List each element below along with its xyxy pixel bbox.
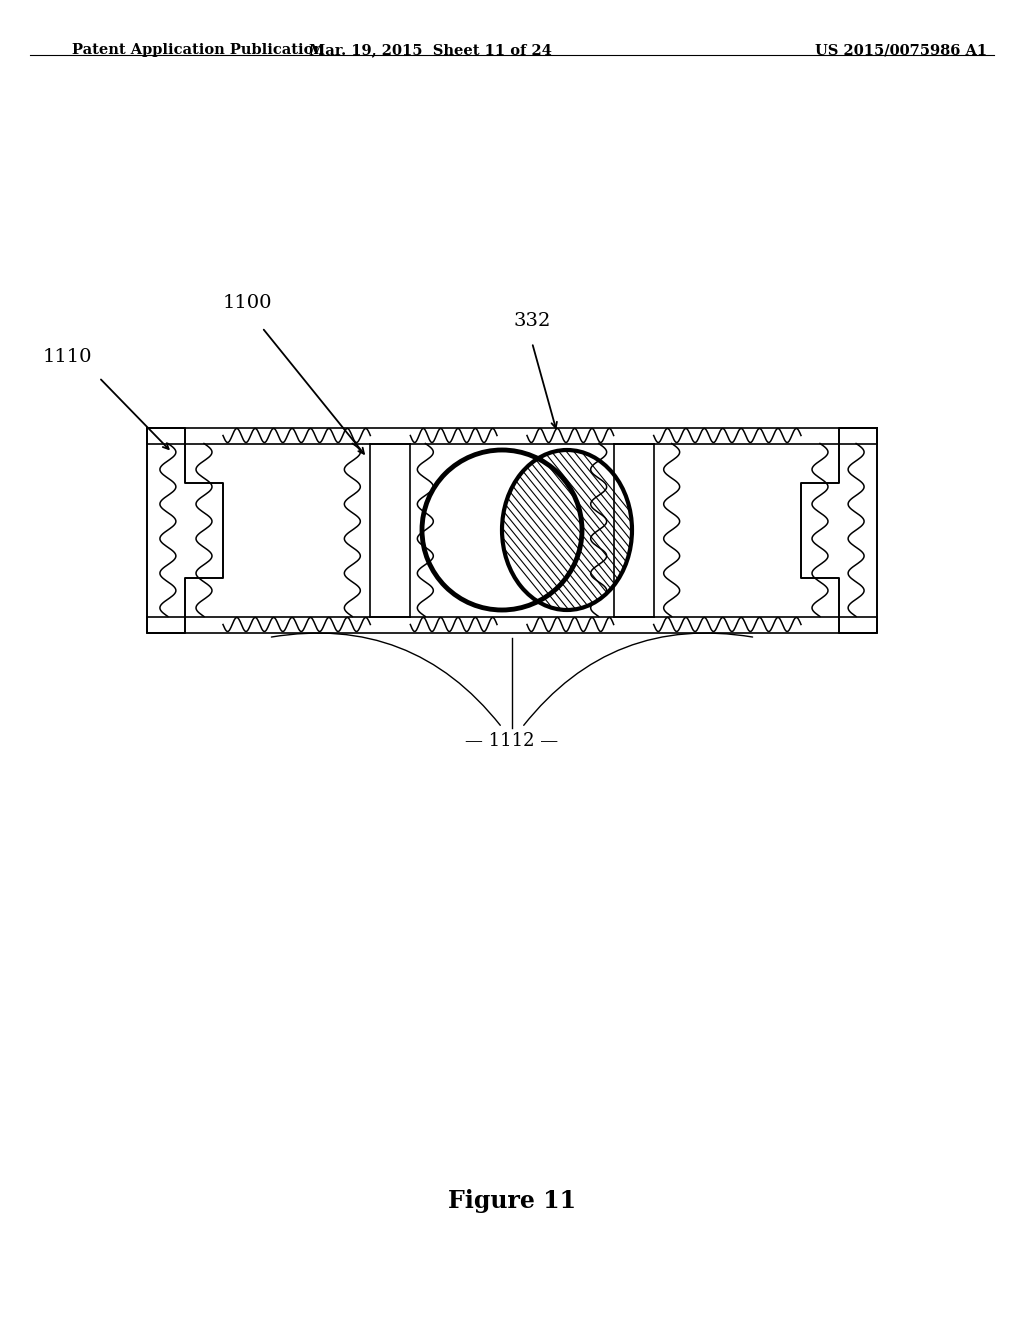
- Text: Patent Application Publication: Patent Application Publication: [72, 44, 324, 57]
- Text: — 1112 —: — 1112 —: [466, 733, 558, 751]
- Text: 1100: 1100: [222, 294, 271, 313]
- Text: US 2015/0075986 A1: US 2015/0075986 A1: [815, 44, 987, 57]
- Bar: [147, 428, 877, 444]
- Text: 1110: 1110: [43, 347, 92, 366]
- Text: Figure 11: Figure 11: [447, 1189, 577, 1213]
- Text: Mar. 19, 2015  Sheet 11 of 24: Mar. 19, 2015 Sheet 11 of 24: [308, 44, 552, 57]
- Bar: [147, 616, 877, 632]
- Text: 332: 332: [513, 312, 551, 330]
